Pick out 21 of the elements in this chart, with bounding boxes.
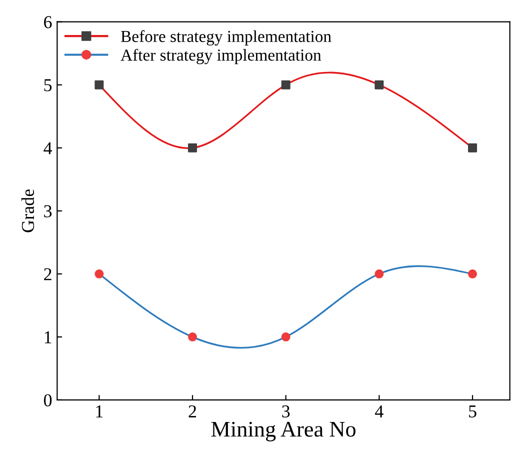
point bbox=[374, 80, 384, 90]
y-tick-label: 6 bbox=[44, 16, 52, 28]
legend-label: After strategy implementation bbox=[120, 48, 322, 64]
x-tick-label: 2 bbox=[188, 405, 196, 418]
point bbox=[468, 143, 478, 152]
y-tick-label: 4 bbox=[44, 142, 52, 154]
x-tick-label: 5 bbox=[469, 406, 476, 418]
y-tick-label: 0 bbox=[44, 394, 52, 406]
point bbox=[94, 80, 104, 90]
legend-label: Before strategy implementation bbox=[120, 30, 332, 46]
y-tick-label: 1 bbox=[44, 331, 52, 344]
x-tick-label: 4 bbox=[375, 405, 384, 418]
y-tick-label: 2 bbox=[44, 268, 52, 280]
x-tick-label: 3 bbox=[282, 405, 290, 418]
y-tick-label: 5 bbox=[44, 79, 52, 92]
y-tick-label: 3 bbox=[44, 205, 52, 218]
x-tick-label: 1 bbox=[96, 405, 103, 418]
point bbox=[281, 80, 290, 90]
y-axis-title: Grade bbox=[21, 189, 34, 232]
point bbox=[188, 143, 197, 152]
x-axis-title: Mining Area No bbox=[211, 422, 356, 442]
